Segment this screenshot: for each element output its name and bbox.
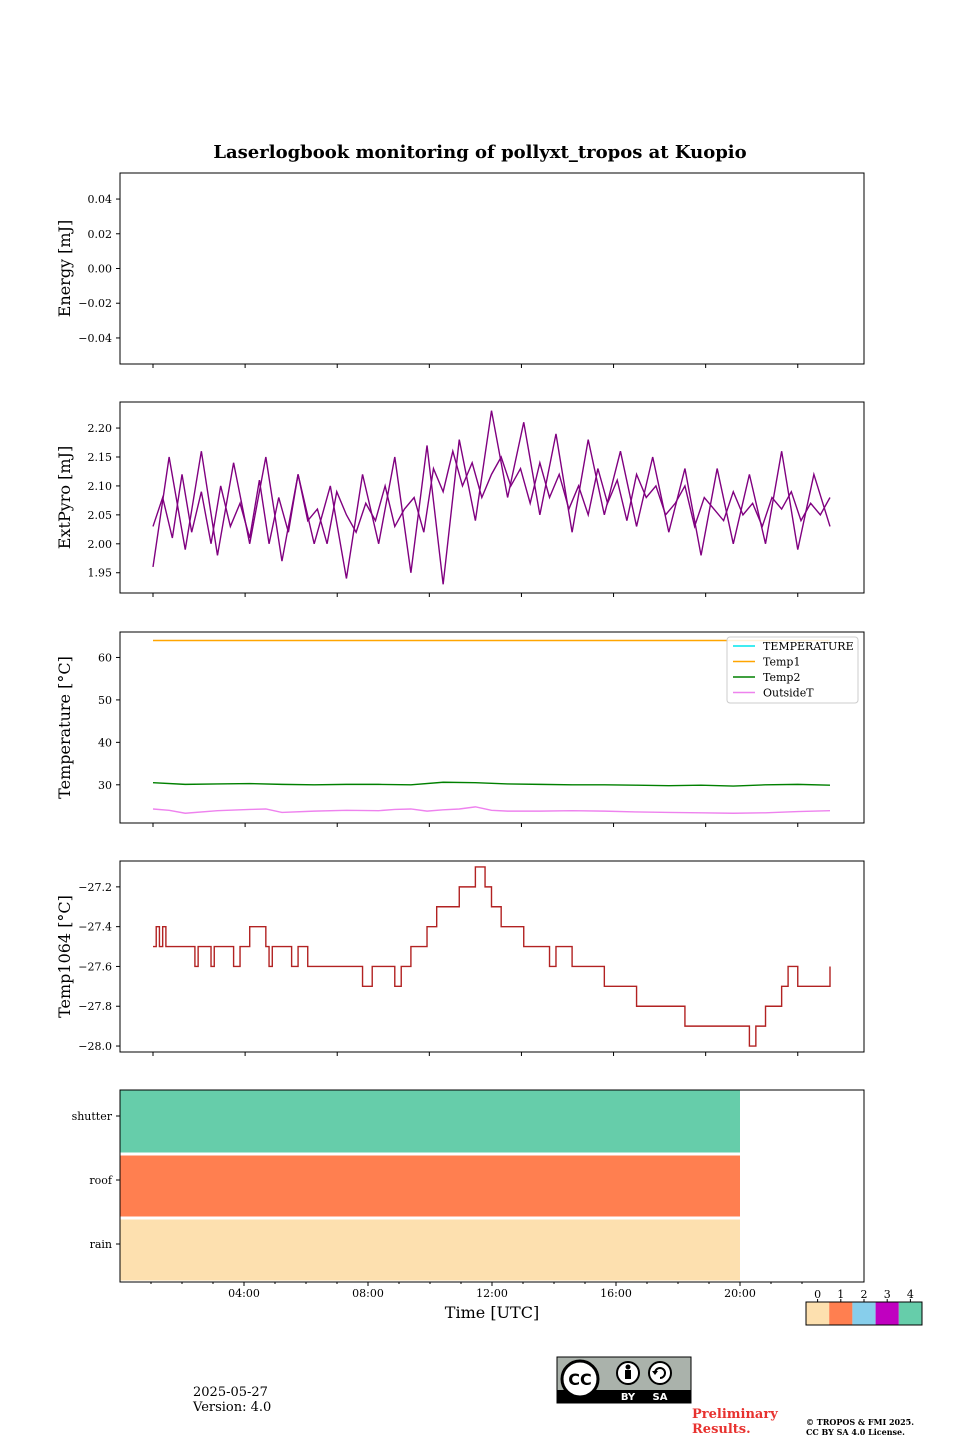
footer-version: Version: 4.0 xyxy=(193,1400,272,1415)
y-tick-label: 2.20 xyxy=(88,422,113,435)
series-group xyxy=(153,866,831,1047)
y-tick-label: −0.02 xyxy=(78,297,112,310)
series-line-extpyro-1 xyxy=(152,410,831,585)
y-tick-label: 30 xyxy=(98,779,112,792)
series-group xyxy=(152,410,831,585)
axes-frame xyxy=(119,172,865,365)
by-label: BY xyxy=(621,1392,636,1403)
row-label-roof: roof xyxy=(89,1174,113,1187)
figure-title: Laserlogbook monitoring of pollyxt_tropo… xyxy=(213,142,746,163)
panel-extpyro: 2.20 2.15 2.10 2.05 2.00 1.95 ExtPyro [mJ] xyxy=(55,401,865,597)
colorbar-tick-label: 1 xyxy=(837,1288,844,1301)
y-tick-label: −27.8 xyxy=(78,1000,112,1013)
colorbar-swatch-1 xyxy=(829,1302,853,1325)
panels: 0.04 0.02 0.00 −0.02 −0.04 Energy [mJ] 2.20 2.1… xyxy=(55,172,865,1322)
panel-temp1064: −27.2 −27.4 −27.6 −27.8 −28.0 Temp1064 [°C] xyxy=(55,860,865,1056)
colorbar-tick-label: 3 xyxy=(884,1288,891,1301)
y-tick-label: 0.02 xyxy=(88,228,113,241)
series-line-extpyro-0 xyxy=(152,448,831,544)
status-bar-rain xyxy=(120,1219,740,1281)
legend-label: TEMPERATURE xyxy=(763,640,854,653)
panel-energy: 0.04 0.02 0.00 −0.02 −0.04 Energy [mJ] xyxy=(55,172,865,368)
x-axis-label: Time [UTC] xyxy=(445,1303,539,1322)
x-tick-label: 20:00 xyxy=(724,1287,756,1300)
footer-date: 2025-05-27 xyxy=(193,1385,268,1400)
series-line-temp1064-0 xyxy=(153,866,831,1047)
copyright-line1: © TROPOS & FMI 2025. xyxy=(806,1417,915,1427)
sa-share-icon xyxy=(648,1361,672,1385)
sa-label: SA xyxy=(653,1392,668,1403)
y-tick-label: 2.05 xyxy=(88,509,113,522)
colorbar-swatch-4 xyxy=(898,1302,922,1325)
legend: TEMPERATURE Temp1 Temp2 OutsideT xyxy=(726,636,859,704)
y-tick-label: −0.04 xyxy=(78,332,112,345)
y-tick-label: 2.00 xyxy=(88,538,113,551)
y-tick-label: −27.6 xyxy=(78,960,112,973)
x-tick-label: 16:00 xyxy=(600,1287,632,1300)
x-tick-label: 08:00 xyxy=(352,1287,384,1300)
y-tick-label: 0.04 xyxy=(88,193,113,206)
y-tick-label: −28.0 xyxy=(78,1040,112,1053)
y-tick-label: 2.10 xyxy=(88,480,113,493)
legend-box xyxy=(726,636,859,704)
legend-label: OutsideT xyxy=(763,687,814,700)
panel-temperature: 60 50 40 30 Temperature [°C] TEMPERATURE Temp1… xyxy=(55,631,865,827)
y-axis-label: ExtPyro [mJ] xyxy=(55,446,74,549)
series-line-temp2 xyxy=(152,781,831,787)
y-axis-label: Energy [mJ] xyxy=(55,220,74,318)
legend-label: Temp2 xyxy=(763,671,800,684)
cc-icon xyxy=(560,1359,600,1399)
colorbar-swatch-2 xyxy=(852,1302,876,1325)
footer-info: 2025-05-27 Version: 4.0 xyxy=(193,1385,271,1415)
colorbar-tick-label: 0 xyxy=(814,1288,821,1301)
y-tick-label: −27.4 xyxy=(78,921,112,934)
copyright-notice: © TROPOS & FMI 2025. CC BY SA 4.0 Licens… xyxy=(806,1417,914,1437)
colorbar-tick-label: 4 xyxy=(907,1288,914,1301)
axes-frame xyxy=(119,401,865,594)
cc-license-badge: CC BY SA xyxy=(556,1356,692,1404)
y-tick-label: −27.2 xyxy=(78,881,112,894)
series-group xyxy=(152,639,831,814)
status-colorbar: 0 1 2 3 4 xyxy=(805,1288,923,1326)
axes-frame xyxy=(119,1089,865,1283)
panel-status: shutter roof rain 04:00 08:00 12:00 16:00 20:00… xyxy=(72,1089,865,1322)
y-tick-label: 1.95 xyxy=(88,567,113,580)
y-tick-label: 60 xyxy=(98,651,112,664)
preliminary-line2: Results. xyxy=(692,1422,751,1437)
row-label-shutter: shutter xyxy=(72,1110,113,1123)
row-label-rain: rain xyxy=(90,1238,112,1251)
colorbar-swatch-0 xyxy=(806,1302,830,1325)
cc-icon-label: CC xyxy=(568,1370,591,1389)
y-tick-label: 0.00 xyxy=(88,263,113,276)
axes-frame xyxy=(119,631,865,824)
y-tick-label: 2.15 xyxy=(88,451,113,464)
x-tick-label: 12:00 xyxy=(476,1287,508,1300)
y-axis-label: Temperature [°C] xyxy=(55,656,74,799)
y-tick-label: 40 xyxy=(98,736,112,749)
axes-frame xyxy=(119,860,865,1053)
series-line-outsidet xyxy=(152,806,831,814)
colorbar-tick-label: 2 xyxy=(861,1288,868,1301)
copyright-line2: CC BY SA 4.0 License. xyxy=(806,1427,905,1437)
legend-label: Temp1 xyxy=(763,656,800,669)
status-bar-roof xyxy=(120,1155,740,1217)
y-axis-label: Temp1064 [°C] xyxy=(55,895,74,1018)
preliminary-line1: Preliminary xyxy=(692,1407,778,1422)
preliminary-notice: Preliminary Results. xyxy=(692,1407,778,1437)
colorbar-swatch-3 xyxy=(875,1302,899,1325)
x-tick-label: 04:00 xyxy=(228,1287,260,1300)
status-bar-shutter xyxy=(120,1090,740,1153)
y-tick-label: 50 xyxy=(98,694,112,707)
